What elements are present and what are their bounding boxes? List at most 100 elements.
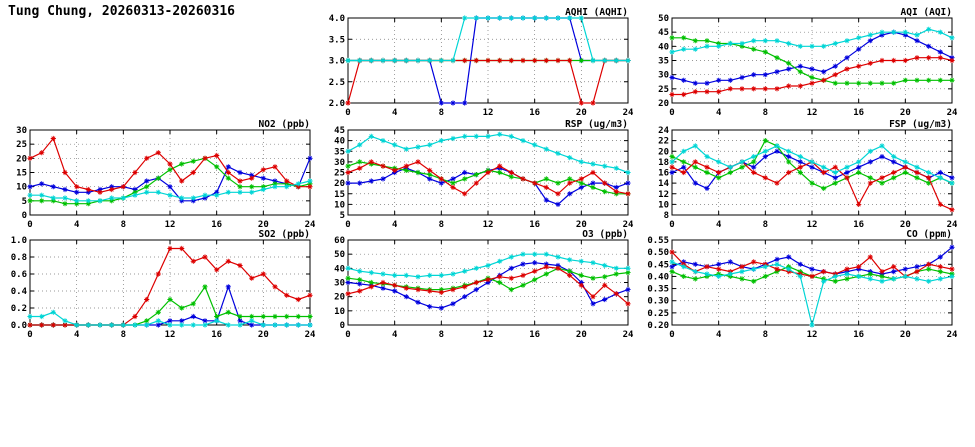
svg-text:4: 4 [716, 330, 722, 340]
chart-aqhi: 2.0 2.5 3.0 3.5 4.0 0 4 8 12 16 20 24 AQHI (AQHI) [318, 6, 634, 121]
chart-title: AQHI (AQHI) [565, 7, 628, 18]
svg-text:30: 30 [16, 126, 27, 136]
svg-text:20: 20 [334, 179, 345, 189]
svg-text:20: 20 [258, 220, 269, 230]
svg-text:24: 24 [623, 220, 634, 230]
plot-frame [29, 129, 311, 216]
plot-layer: 2.0 2.5 3.0 3.5 4.0 0 4 8 12 16 20 24 [329, 14, 634, 118]
svg-text:0.35: 0.35 [647, 285, 669, 295]
series-cyan-markers [669, 259, 955, 328]
svg-text:3.5: 3.5 [329, 35, 345, 45]
svg-text:8: 8 [664, 211, 669, 221]
svg-text:0.2: 0.2 [11, 304, 27, 314]
svg-text:24: 24 [947, 220, 958, 230]
svg-text:0: 0 [22, 211, 27, 221]
svg-text:16: 16 [853, 220, 864, 230]
svg-text:0.0: 0.0 [11, 321, 27, 331]
page-title: Tung Chung, 20260313-20260316 [8, 4, 235, 19]
series-cyan-markers [27, 309, 313, 328]
svg-text:12: 12 [165, 330, 176, 340]
svg-text:0.25: 0.25 [647, 309, 669, 319]
svg-text:25: 25 [16, 140, 27, 150]
svg-text:20: 20 [900, 220, 911, 230]
svg-text:20: 20 [334, 293, 345, 303]
chart-title: NO2 (ppb) [259, 119, 310, 130]
svg-text:4.0: 4.0 [329, 14, 345, 24]
svg-text:16: 16 [529, 220, 540, 230]
svg-text:50: 50 [658, 14, 669, 24]
svg-text:10: 10 [334, 200, 345, 210]
svg-text:0.50: 0.50 [647, 248, 669, 258]
svg-text:5: 5 [340, 211, 345, 221]
svg-text:30: 30 [334, 279, 345, 289]
svg-text:8: 8 [439, 108, 444, 118]
chart-no2-canvas: 0 5 10 15 20 25 30 0 4 8 12 16 20 24 NO2 (ppb) [16, 119, 316, 230]
svg-text:20: 20 [16, 154, 27, 164]
svg-text:24: 24 [658, 126, 669, 136]
series-red-markers [345, 159, 631, 197]
svg-text:8: 8 [439, 220, 444, 230]
series-red-line [30, 247, 311, 326]
svg-text:12: 12 [658, 190, 669, 200]
svg-text:16: 16 [529, 108, 540, 118]
svg-text:24: 24 [305, 330, 316, 340]
svg-text:20: 20 [900, 330, 911, 340]
chart-so2: 0.0 0.2 0.4 0.6 0.8 1.0 0 4 8 12 16 20 24 SO2 (ppb) [0, 228, 316, 343]
plot-layer: 0.0 0.2 0.4 0.6 0.8 1.0 0 4 8 12 16 20 24 [11, 236, 316, 340]
plot-layer: 0 10 20 30 40 50 60 0 4 8 12 16 20 24 [334, 236, 634, 340]
svg-text:20: 20 [576, 220, 587, 230]
svg-text:14: 14 [658, 179, 669, 189]
chart-co: 0.20 0.25 0.30 0.35 0.40 0.45 0.50 0.55 0 4 8 12 16 2… [642, 228, 958, 343]
plot-layer: 0 5 10 15 20 25 30 0 4 8 12 16 20 24 [16, 126, 316, 230]
series-cyan-markers [669, 26, 955, 55]
svg-text:0.45: 0.45 [647, 260, 669, 270]
plot-layer: 20 25 30 35 40 45 50 0 4 8 12 16 20 24 [658, 14, 958, 118]
svg-text:0.30: 0.30 [647, 297, 669, 307]
svg-text:16: 16 [853, 108, 864, 118]
svg-text:0: 0 [27, 330, 32, 340]
svg-text:4: 4 [716, 108, 722, 118]
chart-so2-canvas: 0.0 0.2 0.4 0.6 0.8 1.0 0 4 8 12 16 20 24 SO2 (ppb) [11, 229, 316, 340]
svg-text:8: 8 [763, 330, 768, 340]
svg-text:22: 22 [658, 137, 669, 147]
svg-text:12: 12 [483, 330, 494, 340]
svg-text:24: 24 [305, 220, 316, 230]
svg-text:50: 50 [334, 250, 345, 260]
series-blue-line [347, 262, 629, 309]
chart-title: RSP (ug/m3) [565, 119, 628, 130]
svg-text:20: 20 [658, 147, 669, 157]
svg-text:2.5: 2.5 [329, 78, 345, 88]
svg-text:20: 20 [576, 330, 587, 340]
svg-text:0: 0 [345, 220, 350, 230]
chart-o3: 0 10 20 30 40 50 60 0 4 8 12 16 20 24 O3 (ppb) [318, 228, 634, 343]
series-red-markers [27, 135, 313, 195]
svg-text:24: 24 [947, 108, 958, 118]
svg-text:10: 10 [16, 183, 27, 193]
chart-aqhi-canvas: 2.0 2.5 3.0 3.5 4.0 0 4 8 12 16 20 24 AQHI (AQHI) [329, 7, 634, 118]
svg-text:5: 5 [22, 197, 27, 207]
svg-text:15: 15 [16, 169, 27, 179]
series-cyan-markers [345, 251, 631, 280]
svg-text:4: 4 [392, 330, 398, 340]
svg-text:4: 4 [716, 220, 722, 230]
svg-text:40: 40 [334, 137, 345, 147]
series-cyan-markers [345, 15, 631, 64]
svg-text:20: 20 [658, 99, 669, 109]
chart-title: SO2 (ppb) [259, 229, 310, 240]
series-cyan-markers [345, 131, 631, 176]
svg-text:4: 4 [392, 108, 398, 118]
series-cyan-markers [27, 178, 313, 204]
svg-text:12: 12 [807, 108, 818, 118]
svg-text:16: 16 [529, 330, 540, 340]
svg-text:4: 4 [392, 220, 398, 230]
svg-text:25: 25 [334, 169, 345, 179]
svg-text:24: 24 [623, 330, 634, 340]
svg-text:1.0: 1.0 [11, 236, 27, 246]
chart-fsp: 8 10 12 14 16 18 20 22 24 0 4 8 12 16 20 24 FSP (ug/m3) [642, 118, 958, 233]
svg-text:3.0: 3.0 [329, 57, 345, 67]
